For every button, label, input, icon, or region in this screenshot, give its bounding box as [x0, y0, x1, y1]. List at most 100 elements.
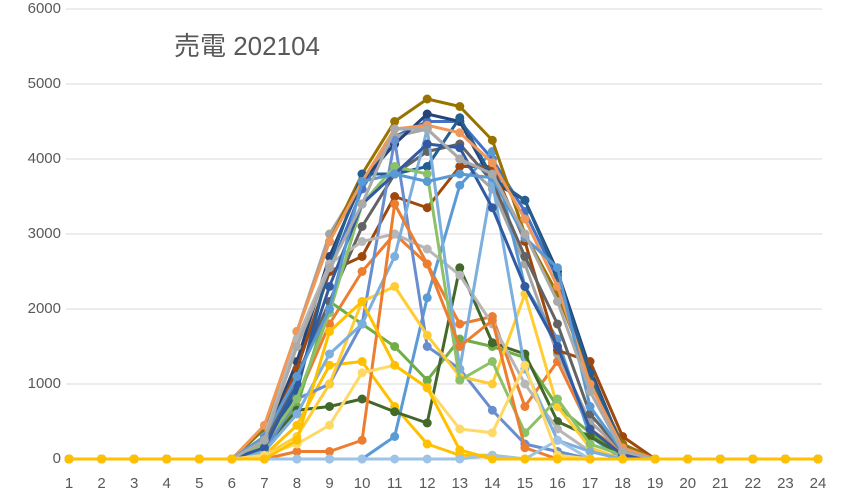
- x-tick-label: 24: [810, 475, 827, 492]
- data-point: [487, 379, 497, 389]
- data-point: [422, 162, 432, 171]
- data-point: [194, 454, 204, 464]
- data-point: [325, 454, 335, 464]
- data-point: [455, 113, 465, 123]
- data-point: [292, 435, 302, 445]
- data-point: [422, 454, 432, 464]
- x-tick-label: 19: [647, 475, 664, 492]
- data-point: [585, 387, 595, 396]
- x-tick-label: 17: [582, 475, 599, 492]
- y-tick-label: 6000: [28, 0, 61, 17]
- data-point: [292, 394, 302, 404]
- data-point: [487, 135, 497, 145]
- data-point: [585, 447, 595, 456]
- data-point: [455, 270, 465, 280]
- data-point: [552, 435, 562, 445]
- data-point: [129, 454, 139, 464]
- data-point: [390, 282, 400, 291]
- data-point: [325, 360, 335, 370]
- x-tick-label: 1: [65, 475, 73, 492]
- data-point: [325, 327, 335, 336]
- data-point: [259, 443, 269, 453]
- data-point: [520, 443, 530, 453]
- data-point: [487, 203, 497, 213]
- data-point: [455, 445, 465, 455]
- x-tick-label: 16: [549, 475, 566, 492]
- x-tick-label: 14: [484, 475, 501, 492]
- data-point: [357, 237, 367, 246]
- data-point: [325, 420, 335, 430]
- x-tick-label: 12: [419, 475, 436, 492]
- data-point: [292, 420, 302, 430]
- data-point: [390, 124, 400, 134]
- x-tick-label: 9: [325, 475, 333, 492]
- data-point: [715, 454, 725, 464]
- data-point: [390, 360, 400, 370]
- x-tick-label: 11: [387, 475, 403, 492]
- data-point: [97, 454, 107, 464]
- data-point: [390, 454, 400, 464]
- series: [64, 297, 823, 464]
- data-point: [357, 199, 367, 209]
- data-point: [422, 203, 432, 213]
- data-point: [422, 109, 432, 119]
- data-point: [357, 297, 367, 306]
- data-point: [357, 435, 367, 445]
- data-point: [455, 128, 465, 138]
- x-tick-label: 3: [130, 475, 138, 492]
- data-point: [325, 379, 335, 389]
- data-point: [390, 229, 400, 239]
- x-tick-label: 22: [745, 475, 762, 492]
- chart-title: 売電 202104: [174, 31, 320, 61]
- data-point: [325, 304, 335, 314]
- data-point: [357, 394, 367, 404]
- data-point: [618, 447, 628, 456]
- x-tick-label: 15: [517, 475, 534, 492]
- data-point: [585, 424, 595, 434]
- data-point: [390, 192, 400, 201]
- data-point: [487, 357, 497, 366]
- data-point: [455, 375, 465, 385]
- data-point: [520, 379, 530, 389]
- data-point: [357, 177, 367, 186]
- data-point: [487, 158, 497, 168]
- data-point: [422, 169, 432, 179]
- data-point: [455, 102, 465, 111]
- data-point: [455, 154, 465, 164]
- data-point: [357, 267, 367, 276]
- data-point: [422, 342, 432, 351]
- data-point: [455, 162, 465, 171]
- data-point: [487, 454, 497, 464]
- data-point: [552, 394, 562, 404]
- data-point: [422, 139, 432, 149]
- data-point: [520, 360, 530, 370]
- data-point: [162, 454, 172, 464]
- x-tick-label: 2: [97, 475, 105, 492]
- data-point: [357, 319, 367, 329]
- data-point: [552, 297, 562, 306]
- data-point: [487, 169, 497, 179]
- y-tick-label: 0: [53, 450, 61, 467]
- data-point: [552, 424, 562, 434]
- data-point: [292, 447, 302, 456]
- data-point: [390, 117, 400, 126]
- y-tick-label: 3000: [28, 225, 61, 242]
- data-point: [552, 342, 562, 351]
- data-point: [487, 428, 497, 438]
- x-tick-label: 5: [195, 475, 203, 492]
- data-point: [650, 454, 660, 464]
- data-point: [552, 263, 562, 273]
- data-point: [422, 418, 432, 428]
- data-point: [422, 259, 432, 269]
- data-point: [422, 383, 432, 393]
- data-point: [325, 282, 335, 291]
- y-tick-label: 4000: [28, 150, 61, 167]
- data-point: [292, 342, 302, 351]
- data-point: [520, 229, 530, 239]
- data-point: [390, 199, 400, 209]
- data-point: [259, 454, 269, 464]
- data-point: [585, 402, 595, 411]
- x-tick-label: 23: [777, 475, 794, 492]
- data-point: [520, 454, 530, 464]
- data-point: [422, 244, 432, 254]
